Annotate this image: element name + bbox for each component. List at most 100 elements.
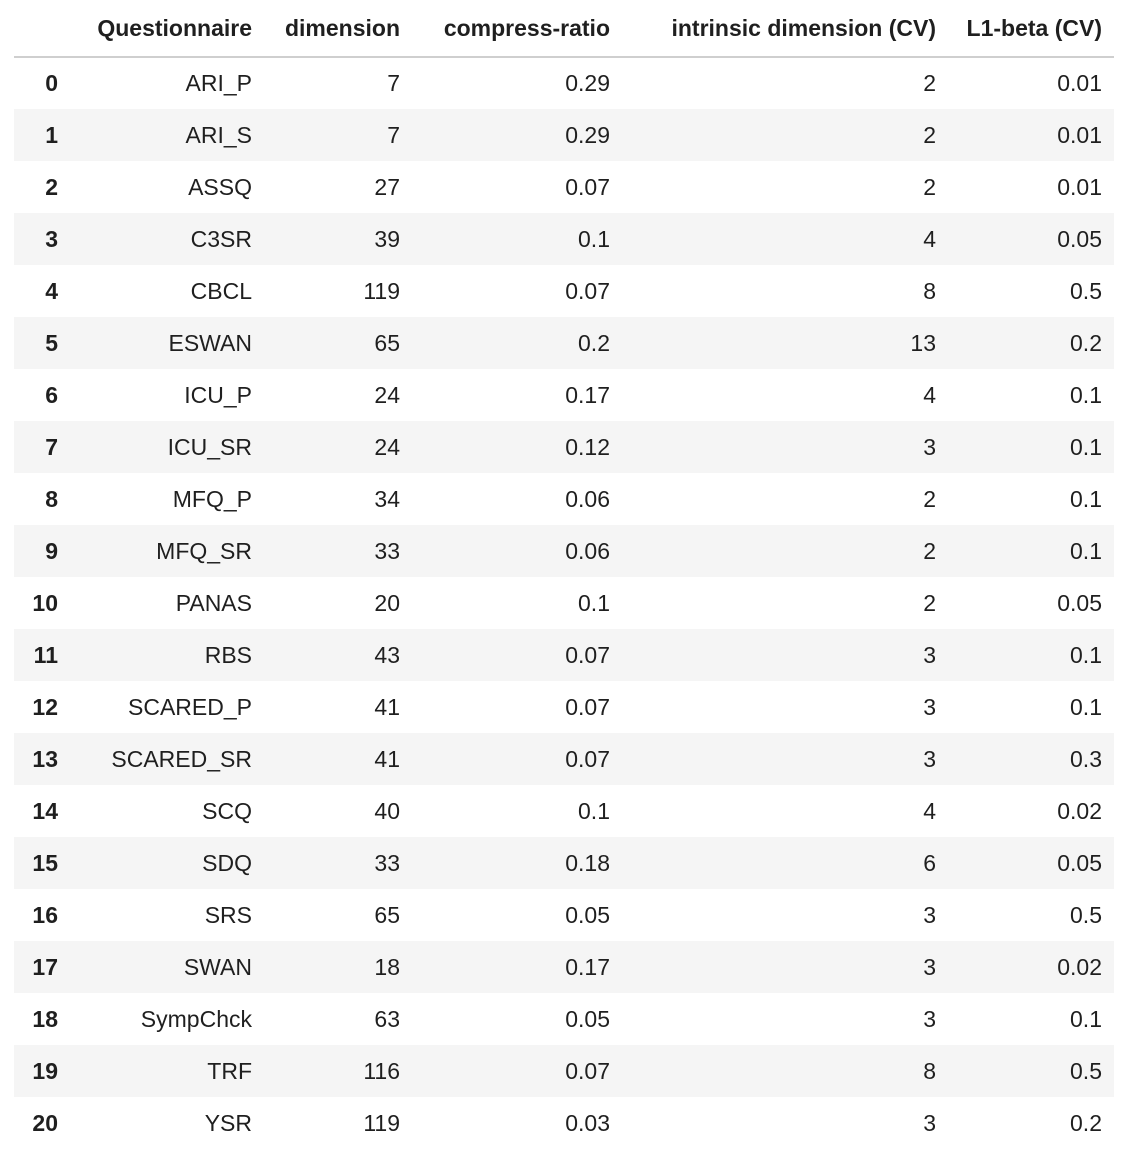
cell-compress-ratio: 0.06 [565, 485, 610, 512]
cell-intrinsic-dimension: 2 [923, 70, 936, 96]
header-questionnaire: Questionnaire [72, 0, 264, 58]
cell-intrinsic-dimension: 3 [923, 641, 936, 668]
table-row: 15 SDQ 33 0.18 6 0.05 [14, 837, 1114, 889]
cell-questionnaire: SympChck [140, 1005, 252, 1032]
table-row: 17 SWAN 18 0.17 3 0.02 [14, 941, 1114, 993]
row-index: 8 [45, 485, 58, 512]
cell-l1-beta: 0.3 [1070, 745, 1102, 772]
header-dimension: dimension [264, 0, 412, 58]
cell-compress-ratio: 0.07 [565, 745, 610, 772]
row-index: 20 [32, 1109, 58, 1136]
header-compress-ratio: compress-ratio [412, 0, 622, 58]
cell-compress-ratio: 0.29 [565, 70, 610, 96]
cell-intrinsic-dimension: 8 [923, 1057, 936, 1084]
row-index: 5 [45, 329, 58, 356]
row-index: 15 [32, 849, 58, 876]
row-index: 10 [32, 589, 58, 616]
cell-l1-beta: 0.5 [1070, 1057, 1102, 1084]
cell-compress-ratio: 0.17 [565, 953, 610, 980]
header-l1-beta: L1-beta (CV) [948, 0, 1114, 58]
cell-questionnaire: ICU_P [184, 381, 252, 408]
cell-dimension: 119 [363, 1109, 400, 1136]
row-index: 3 [45, 225, 58, 252]
row-index: 2 [45, 173, 58, 200]
cell-compress-ratio: 0.1 [578, 225, 610, 252]
cell-l1-beta: 0.01 [1057, 70, 1102, 96]
cell-questionnaire: TRF [207, 1057, 252, 1084]
cell-intrinsic-dimension: 6 [923, 849, 936, 876]
table-row: 12 SCARED_P 41 0.07 3 0.1 [14, 681, 1114, 733]
cell-compress-ratio: 0.05 [565, 901, 610, 928]
cell-dimension: 65 [374, 329, 400, 356]
cell-l1-beta: 0.1 [1070, 693, 1102, 720]
table-row: 14 SCQ 40 0.1 4 0.02 [14, 785, 1114, 837]
cell-compress-ratio: 0.06 [565, 537, 610, 564]
cell-intrinsic-dimension: 4 [923, 381, 936, 408]
cell-intrinsic-dimension: 2 [923, 537, 936, 564]
row-index: 11 [33, 641, 58, 668]
cell-dimension: 41 [374, 693, 400, 720]
cell-intrinsic-dimension: 2 [923, 589, 936, 616]
cell-compress-ratio: 0.1 [578, 797, 610, 824]
cell-l1-beta: 0.1 [1070, 1005, 1102, 1032]
cell-compress-ratio: 0.07 [565, 1057, 610, 1084]
header-index [14, 0, 72, 58]
table-row: 7 ICU_SR 24 0.12 3 0.1 [14, 421, 1114, 473]
cell-intrinsic-dimension: 3 [923, 901, 936, 928]
table-row: 2 ASSQ 27 0.07 2 0.01 [14, 161, 1114, 213]
cell-intrinsic-dimension: 3 [923, 953, 936, 980]
cell-intrinsic-dimension: 4 [923, 225, 936, 252]
table-row: 3 C3SR 39 0.1 4 0.05 [14, 213, 1114, 265]
cell-intrinsic-dimension: 2 [923, 485, 936, 512]
cell-compress-ratio: 0.05 [565, 1005, 610, 1032]
table-row: 11 RBS 43 0.07 3 0.1 [14, 629, 1114, 681]
row-index: 9 [45, 537, 58, 564]
cell-questionnaire: RBS [204, 641, 252, 668]
table-row: 5 ESWAN 65 0.2 13 0.2 [14, 317, 1114, 369]
cell-intrinsic-dimension: 3 [923, 1109, 936, 1136]
cell-l1-beta: 0.1 [1070, 641, 1102, 668]
cell-dimension: 24 [374, 433, 400, 460]
row-index: 0 [45, 70, 58, 96]
table-row: 19 TRF 116 0.07 8 0.5 [14, 1045, 1114, 1097]
cell-dimension: 20 [374, 589, 400, 616]
cell-dimension: 41 [374, 745, 400, 772]
row-index: 12 [32, 693, 58, 720]
table-row: 8 MFQ_P 34 0.06 2 0.1 [14, 473, 1114, 525]
cell-dimension: 39 [374, 225, 400, 252]
cell-dimension: 33 [374, 849, 400, 876]
dataframe-table: Questionnaire dimension compress-ratio i… [14, 0, 1114, 1149]
table-header: Questionnaire dimension compress-ratio i… [14, 0, 1114, 58]
cell-questionnaire: ARI_S [185, 121, 252, 148]
cell-l1-beta: 0.1 [1070, 485, 1102, 512]
cell-intrinsic-dimension: 3 [923, 433, 936, 460]
cell-intrinsic-dimension: 8 [923, 277, 936, 304]
cell-compress-ratio: 0.07 [565, 277, 610, 304]
row-index: 13 [32, 745, 58, 772]
row-index: 7 [45, 433, 58, 460]
cell-intrinsic-dimension: 2 [923, 173, 936, 200]
cell-dimension: 7 [387, 70, 400, 96]
cell-dimension: 40 [374, 797, 400, 824]
header-intrinsic-dimension: intrinsic dimension (CV) [622, 0, 948, 58]
table-row: 10 PANAS 20 0.1 2 0.05 [14, 577, 1114, 629]
cell-questionnaire: CBCL [190, 277, 252, 304]
cell-compress-ratio: 0.07 [565, 641, 610, 668]
header-row: Questionnaire dimension compress-ratio i… [14, 0, 1114, 58]
cell-l1-beta: 0.5 [1070, 277, 1102, 304]
cell-compress-ratio: 0.2 [578, 329, 610, 356]
cell-l1-beta: 0.01 [1057, 121, 1102, 148]
table-row: 1 ARI_S 7 0.29 2 0.01 [14, 109, 1114, 161]
cell-dimension: 7 [387, 121, 400, 148]
cell-questionnaire: SRS [204, 901, 252, 928]
row-index: 19 [32, 1057, 58, 1084]
cell-dimension: 24 [374, 381, 400, 408]
cell-questionnaire: C3SR [190, 225, 252, 252]
cell-questionnaire: ASSQ [188, 173, 252, 200]
cell-intrinsic-dimension: 4 [923, 797, 936, 824]
cell-compress-ratio: 0.17 [565, 381, 610, 408]
cell-compress-ratio: 0.07 [565, 693, 610, 720]
cell-compress-ratio: 0.1 [578, 589, 610, 616]
cell-dimension: 18 [374, 953, 400, 980]
cell-l1-beta: 0.01 [1057, 173, 1102, 200]
